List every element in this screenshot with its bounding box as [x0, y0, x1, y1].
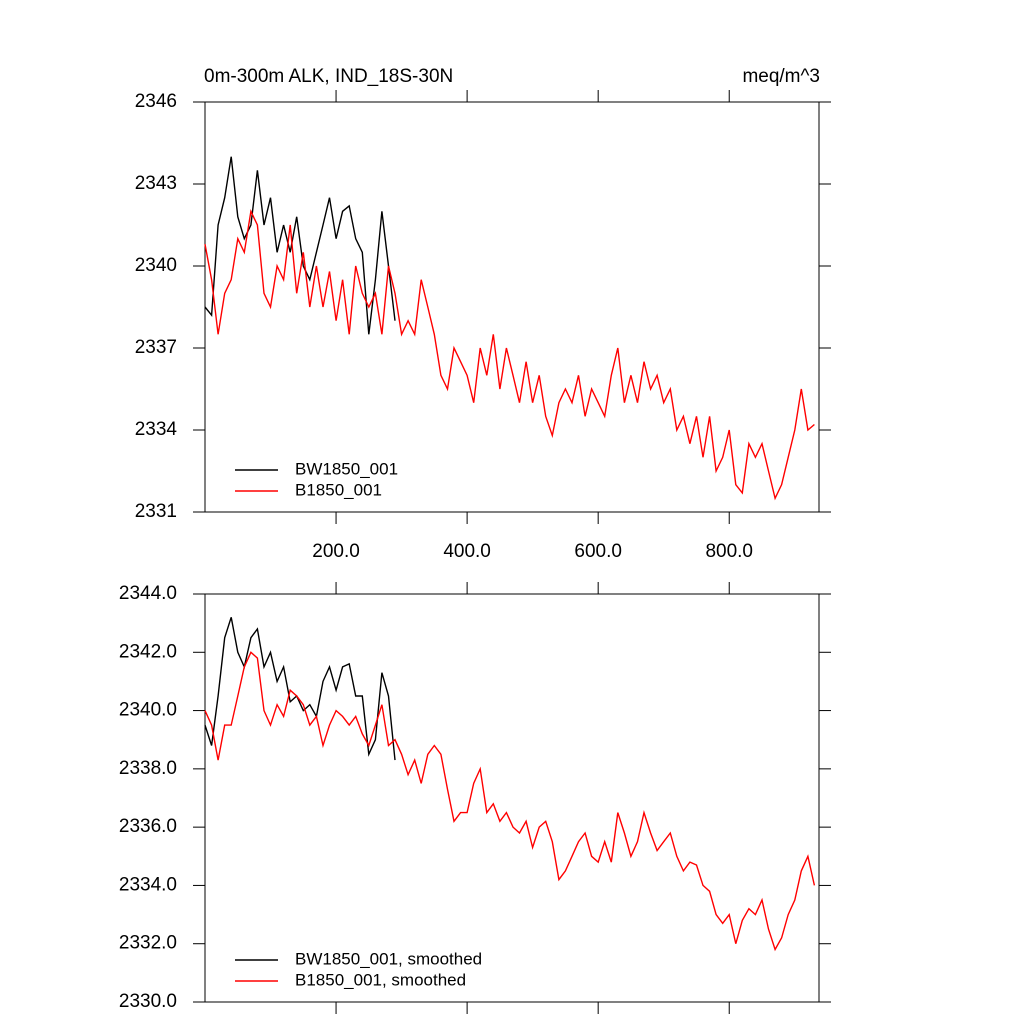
data-line: [204, 156, 396, 335]
y-tick-label: 2334.0: [119, 874, 177, 895]
y-tick-label: 2344.0: [119, 583, 177, 604]
data-line: [204, 651, 816, 952]
x-tick-label: 600.0: [574, 541, 622, 562]
units-label: meq/m^3: [742, 66, 820, 87]
x-tick-label: 400.0: [443, 541, 491, 562]
y-tick-label: 2331: [135, 501, 177, 522]
legend-label: B1850_001, smoothed: [295, 970, 466, 989]
legend-label: BW1850_001: [295, 459, 398, 478]
legend-label: B1850_001: [295, 480, 382, 499]
y-tick-label: 2340.0: [119, 700, 177, 721]
y-tick-label: 2342.0: [119, 641, 177, 662]
y-tick-label: 2337: [135, 337, 177, 358]
y-tick-label: 2343: [135, 173, 177, 194]
y-tick-label: 2346: [135, 91, 177, 112]
y-tick-label: 2338.0: [119, 758, 177, 779]
y-tick-label: 2334: [135, 419, 178, 440]
y-tick-label: 2332.0: [119, 933, 177, 954]
data-line: [204, 208, 815, 501]
y-tick-label: 2330.0: [119, 991, 177, 1012]
x-tick-label: 200.0: [312, 541, 360, 562]
y-tick-label: 2336.0: [119, 816, 177, 837]
data-line: [204, 617, 396, 761]
x-tick-label: 800.0: [705, 541, 753, 562]
legend-label: BW1850_001, smoothed: [295, 949, 482, 968]
y-tick-label: 2340: [135, 255, 177, 276]
plot-frame: [204, 101, 820, 513]
plot-frame: [204, 593, 820, 1003]
chart-title: 0m-300m ALK, IND_18S-30N: [204, 66, 453, 87]
